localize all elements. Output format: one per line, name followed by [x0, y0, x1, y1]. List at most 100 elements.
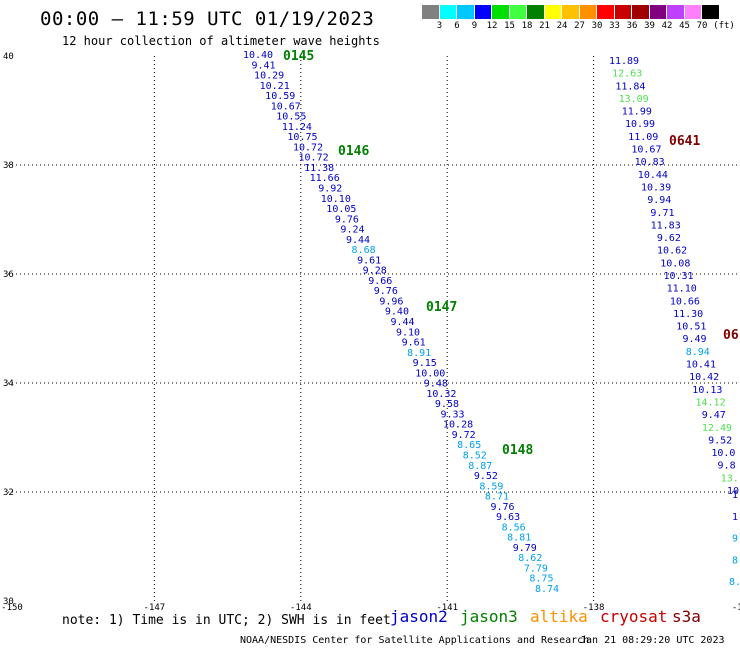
wave-height-value: 9.76: [490, 502, 514, 513]
wave-height-value: 8.81: [507, 533, 531, 544]
wave-height-value: 10.32: [426, 389, 456, 400]
colorbar-swatch: [527, 5, 545, 19]
wave-height-value: 9.62: [657, 233, 681, 244]
pass-time-label: 0641: [669, 134, 700, 149]
wave-height-value: 9.41: [252, 60, 276, 71]
wave-height-value: 10.67: [631, 145, 661, 156]
wave-height-value: 9.71: [650, 208, 674, 219]
colorbar-swatch: [702, 5, 720, 19]
wave-height-value: 9.47: [702, 410, 726, 421]
footer-date: Jan 21 08:29:20 UTC 2023: [580, 635, 725, 646]
pass-time-label: 0146: [338, 144, 369, 159]
colorbar-swatch: [509, 5, 527, 19]
colorbar-swatch: [474, 5, 492, 19]
wave-height-value: 9.61: [402, 338, 426, 349]
wave-height-value: 9.76: [374, 286, 398, 297]
wave-height-value: 9.44: [390, 317, 414, 328]
wave-height-value: 9.48: [424, 379, 448, 390]
y-tick-label: 38: [3, 161, 14, 171]
wave-height-value: 11.66: [310, 173, 340, 184]
wave-height-value: 1: [732, 512, 738, 523]
wave-height-value: 9.61: [357, 255, 381, 266]
wave-height-value: 11.24: [282, 122, 312, 133]
colorbar-label: 70: [696, 21, 708, 31]
wave-height-value: 9.96: [379, 296, 403, 307]
wave-height-value: 8.68: [352, 245, 376, 256]
wave-height-value: 8.91: [407, 348, 431, 359]
wave-height-value: 10.10: [321, 194, 351, 205]
wave-height-value: 1: [732, 490, 738, 501]
wave-height-value: 10: [727, 486, 739, 497]
wave-height-value: 10.42: [689, 372, 719, 383]
legend-cryosat: cryosat: [600, 607, 668, 626]
wave-height-value: 8.94: [686, 347, 710, 358]
wave-height-value: 9.28: [363, 266, 387, 277]
wave-height-value: 10.66: [670, 296, 700, 307]
legend-altika: altika: [530, 607, 588, 626]
wave-height-value: 8.75: [529, 574, 553, 585]
colorbar-label: 15: [504, 21, 515, 31]
x-tick-label: -138: [583, 603, 605, 613]
y-tick-label: 30: [3, 597, 14, 607]
wave-height-value: 13.: [721, 473, 739, 484]
wave-height-value: 12.49: [702, 423, 732, 434]
wave-height-value: 10.41: [686, 360, 716, 371]
colorbar-label: 18: [521, 21, 533, 31]
wave-height-value: 9.33: [440, 409, 464, 420]
wave-height-value: 8.87: [468, 461, 492, 472]
wave-height-value: 10.72: [299, 153, 329, 164]
colorbar-swatch: [597, 5, 615, 19]
pass-time-label: 0147: [426, 300, 457, 315]
wave-height-value: 13.09: [619, 94, 649, 105]
colorbar-legend: [422, 5, 720, 19]
wave-height-value: 10.75: [287, 132, 317, 143]
wave-height-value: 9.49: [682, 334, 706, 345]
wave-height-value: 10.59: [265, 91, 295, 102]
colorbar-swatch: [439, 5, 457, 19]
wave-height-value: 8.56: [502, 522, 526, 533]
colorbar-swatch: [649, 5, 667, 19]
colorbar-label: (ft): [713, 21, 735, 31]
colorbar-label: 36: [626, 21, 638, 31]
wave-height-value: 10.67: [271, 101, 301, 112]
wave-height-value: 9.52: [474, 471, 498, 482]
colorbar-label: 42: [661, 21, 673, 31]
colorbar-label: 30: [591, 21, 603, 31]
wave-height-value: 9.76: [335, 214, 359, 225]
x-tick-label: -144: [290, 603, 312, 613]
wave-height-value: 10.05: [326, 204, 356, 215]
wave-height-value: 9.15: [413, 358, 437, 369]
wave-height-value: 11.09: [628, 132, 658, 143]
wave-height-value: 11.89: [609, 56, 639, 67]
wave-height-value: 10.55: [276, 112, 306, 123]
wave-height-value: 10.13: [692, 385, 722, 396]
wave-height-value: 8.62: [518, 553, 542, 564]
colorbar-swatch: [684, 5, 702, 19]
wave-height-value: 9.63: [496, 512, 520, 523]
wave-height-value: 9: [732, 534, 738, 545]
colorbar-label: 39: [644, 21, 655, 31]
legend-jason2: jason2: [390, 607, 448, 626]
pass-time-label: 0145: [283, 49, 314, 64]
y-tick-label: 34: [3, 379, 14, 389]
wave-height-value: 9.8: [718, 461, 736, 472]
wave-height-value: 8.52: [463, 451, 487, 462]
wave-height-value: 11.99: [622, 107, 652, 118]
x-tick-label: -147: [144, 603, 166, 613]
x-tick-label: -141: [436, 603, 458, 613]
legend-jason3: jason3: [460, 607, 518, 626]
colorbar-swatch: [632, 5, 650, 19]
colorbar-swatch: [457, 5, 475, 19]
x-tick-label: -150: [1, 603, 23, 613]
colorbar-swatch: [614, 5, 632, 19]
legend-s3a: s3a: [672, 607, 701, 626]
wave-height-value: 10.08: [660, 258, 690, 269]
wave-height-value: 10.40: [243, 50, 273, 61]
wave-height-value: 9.92: [318, 184, 342, 195]
colorbar-swatch: [544, 5, 562, 19]
wave-height-value: 11.10: [667, 284, 697, 295]
wave-height-value: 9.40: [385, 307, 409, 318]
y-tick-label: 36: [3, 270, 14, 280]
wave-height-value: 10.99: [625, 119, 655, 130]
